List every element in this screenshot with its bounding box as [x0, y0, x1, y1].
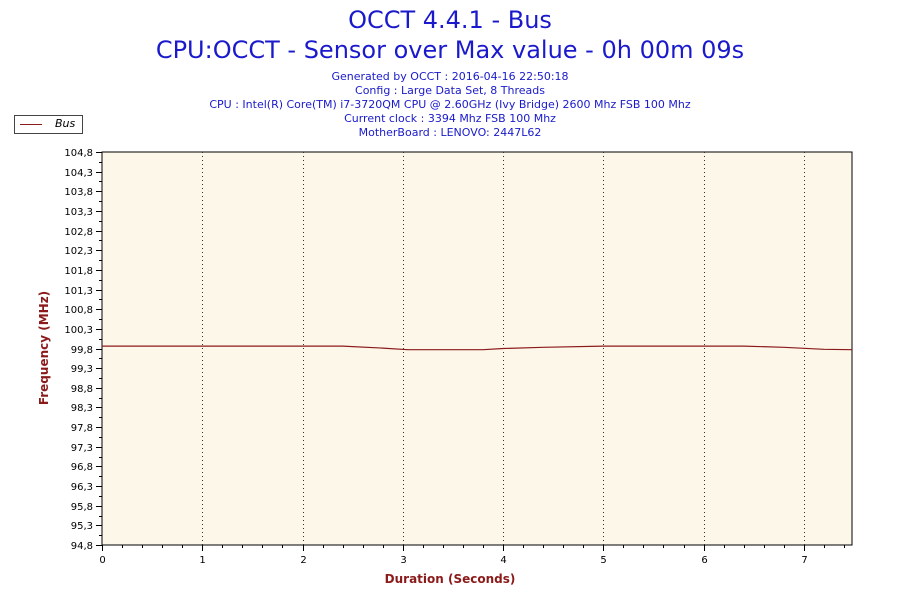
info-cpu: CPU : Intel(R) Core(TM) i7-3720QM CPU @ … [209, 98, 691, 111]
y-tick-label: 100,8 [64, 305, 93, 316]
y-tick-label: 104,3 [64, 168, 93, 179]
x-tick-label: 7 [801, 555, 807, 566]
y-tick-label: 96,3 [71, 482, 93, 493]
y-tick-label: 101,3 [64, 286, 93, 297]
y-tick-label: 96,8 [71, 462, 93, 473]
x-tick-label: 0 [99, 555, 105, 566]
y-tick-label: 98,3 [71, 403, 93, 414]
x-tick-label: 2 [300, 555, 306, 566]
info-generated: Generated by OCCT : 2016-04-16 22:50:18 [331, 70, 569, 83]
legend: Bus [14, 115, 83, 134]
legend-swatch [20, 124, 42, 125]
y-tick-label: 100,3 [64, 325, 93, 336]
x-tick-label: 1 [199, 555, 205, 566]
info-motherboard: MotherBoard : LENOVO: 2447L62 [358, 126, 542, 139]
y-tick-label: 101,8 [64, 266, 93, 277]
y-tick-label: 98,8 [71, 384, 93, 395]
y-tick-label: 99,3 [71, 364, 93, 375]
chart-subtitle: CPU:OCCT - Sensor over Max value - 0h 00… [155, 36, 745, 64]
x-tick-label: 5 [600, 555, 606, 566]
info-clock: Current clock : 3394 Mhz FSB 100 Mhz [344, 112, 556, 125]
y-tick-label: 99,8 [71, 345, 93, 356]
x-axis-label: Duration (Seconds) [384, 572, 516, 586]
y-tick-label: 95,3 [71, 521, 93, 532]
y-tick-label: 97,3 [71, 443, 93, 454]
y-tick-label: 103,8 [64, 187, 93, 198]
chart-title: OCCT 4.4.1 - Bus [348, 6, 552, 34]
plot-area [101, 151, 853, 546]
series-line-bus [102, 345, 853, 351]
y-tick-label: 102,8 [64, 227, 93, 238]
y-tick-label: 104,8 [64, 148, 93, 159]
y-tick-label: 94,8 [71, 541, 93, 552]
x-tick-label: 6 [701, 555, 707, 566]
legend-label: Bus [55, 117, 76, 130]
x-tick-label: 4 [500, 555, 506, 566]
y-tick-label: 95,8 [71, 502, 93, 513]
y-axis-label: Frequency (MHz) [37, 290, 51, 406]
x-tick-label: 3 [400, 555, 406, 566]
y-tick-label: 103,3 [64, 207, 93, 218]
y-tick-label: 102,3 [64, 246, 93, 257]
info-config: Config : Large Data Set, 8 Threads [355, 84, 545, 97]
y-tick-label: 97,8 [71, 423, 93, 434]
